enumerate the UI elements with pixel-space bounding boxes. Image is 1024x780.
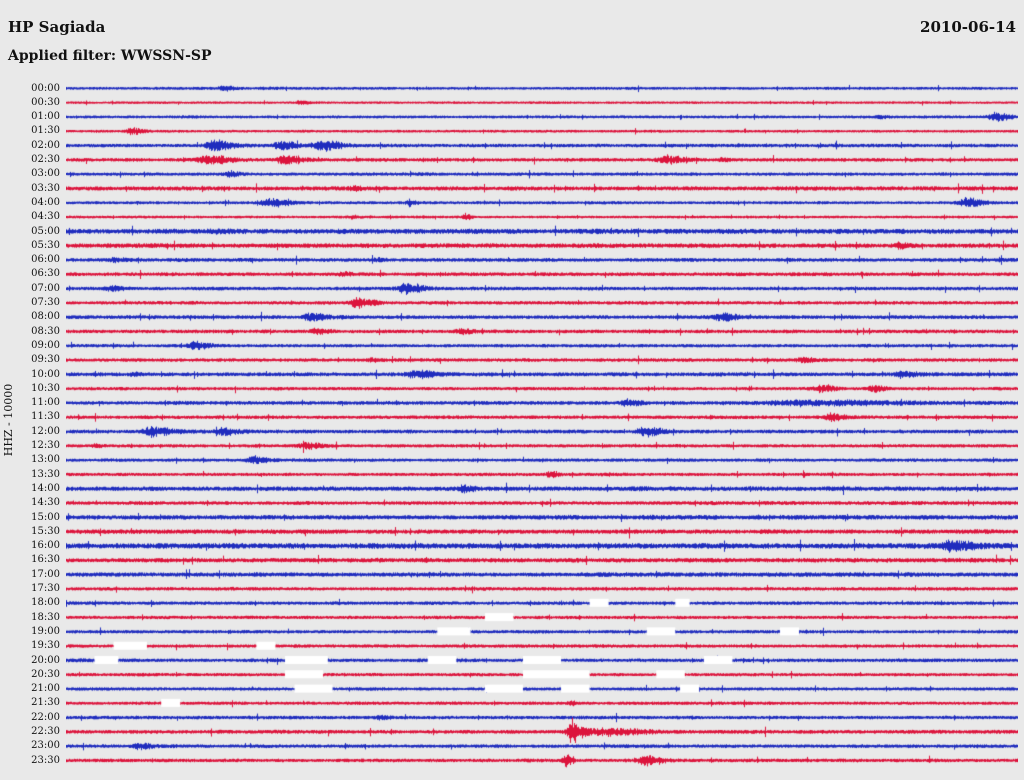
time-label: 08:30 (31, 325, 60, 337)
time-label: 23:00 (31, 740, 60, 752)
time-label: 09:00 (31, 339, 60, 351)
time-label: 02:30 (31, 154, 60, 165)
time-label: 15:30 (31, 525, 60, 537)
time-label: 12:00 (31, 425, 60, 437)
time-label: 20:30 (31, 668, 60, 680)
time-label: 14:00 (31, 482, 60, 494)
filter-label: Applied filter: WWSSN-SP (8, 48, 212, 64)
time-label: 07:30 (31, 297, 60, 308)
time-label: 05:00 (31, 225, 60, 237)
time-label: 01:30 (31, 125, 60, 137)
time-label: 09:30 (31, 354, 60, 366)
time-label: 23:30 (31, 754, 60, 766)
station-name: HP Sagiada (8, 18, 106, 36)
time-label: 00:00 (31, 82, 60, 94)
time-label: 08:00 (31, 311, 60, 323)
time-label: 13:00 (31, 454, 60, 466)
time-label: 03:30 (31, 182, 60, 194)
time-label: 05:30 (31, 239, 60, 251)
time-label: 18:00 (31, 597, 60, 609)
time-label: 19:00 (31, 625, 60, 637)
time-label: 17:30 (31, 583, 60, 594)
time-label: 07:00 (31, 282, 60, 294)
time-label: 21:00 (31, 683, 60, 695)
time-label: 21:30 (31, 697, 60, 709)
time-label: 00:30 (31, 96, 60, 108)
time-label: 22:00 (31, 711, 60, 723)
time-label: 12:30 (31, 440, 60, 451)
time-label: 18:30 (31, 611, 60, 623)
date-label: 2010-06-14 (920, 18, 1016, 36)
time-label: 16:00 (31, 540, 60, 552)
time-label: 11:30 (31, 411, 60, 423)
helicorder-canvas (66, 82, 1018, 778)
time-label: 16:30 (31, 554, 60, 566)
time-label: 02:00 (31, 139, 60, 151)
time-label: 22:30 (31, 726, 60, 737)
time-label: 13:30 (31, 468, 60, 480)
time-label: 03:00 (31, 168, 60, 180)
time-label: 17:00 (31, 568, 60, 580)
time-label: 06:00 (31, 254, 60, 266)
time-label: 14:30 (31, 497, 60, 509)
time-label: 06:30 (31, 268, 60, 280)
time-label: 11:00 (31, 397, 60, 409)
time-label: 01:00 (31, 111, 60, 123)
time-label: 10:30 (31, 382, 60, 394)
time-label: 04:30 (31, 211, 60, 223)
time-label: 19:30 (31, 640, 60, 652)
time-label: 10:00 (31, 368, 60, 380)
time-label: 15:00 (31, 511, 60, 523)
time-axis: 00:00 00:30 01:00 01:30 02:00 02:30 03:00 03:30… (0, 0, 62, 780)
time-label: 20:00 (31, 654, 60, 666)
time-label: 04:00 (31, 196, 60, 208)
